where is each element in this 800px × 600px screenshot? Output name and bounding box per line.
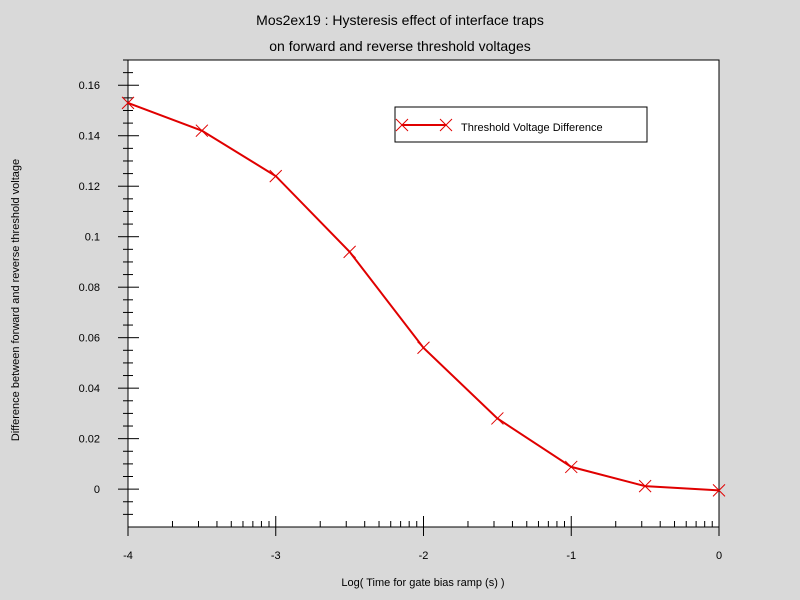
y-axis-label: Difference between forward and reverse t…	[10, 158, 22, 442]
legend-label: Threshold Voltage Difference	[461, 122, 603, 134]
y-tick-label: 0.06	[79, 333, 100, 345]
chart-title: Mos2ex19 : Hysteresis effect of interfac…	[256, 12, 544, 28]
y-axis-ticks: 0 0.02 0.04 0.06 0.08 0.1 0.12 0.14 0.16	[79, 80, 139, 496]
y-minor-ticks	[123, 59, 133, 515]
x-axis-label: Log( Time for gate bias ramp (s) )	[341, 577, 505, 589]
y-tick-label: 0.1	[85, 232, 100, 244]
point-marker-stroke	[195, 124, 209, 138]
y-tick-label: 0.02	[79, 434, 100, 446]
point-marker-stroke	[343, 245, 356, 259]
data-point	[269, 169, 283, 183]
data-point	[417, 341, 430, 355]
y-tick-label: 0.14	[79, 131, 100, 143]
y-tick-label: 0.12	[79, 181, 100, 193]
data-point	[195, 124, 209, 138]
x-axis-ticks: -4 -3 -2 -1 0	[123, 516, 722, 562]
x-tick-label: -3	[271, 550, 281, 562]
point-marker-stroke	[269, 169, 283, 183]
x-tick-label: 0	[716, 550, 722, 562]
y-tick-label: 0.16	[79, 80, 100, 92]
x-tick-label: -4	[123, 550, 133, 562]
legend-marker-x	[395, 118, 453, 132]
series-layer	[121, 96, 726, 497]
point-marker-stroke	[564, 460, 578, 474]
point-marker-stroke	[491, 412, 504, 425]
legend: Threshold Voltage Difference	[394, 106, 648, 143]
x-tick-label: -1	[566, 550, 576, 562]
data-point	[712, 484, 726, 497]
point-marker-stroke	[121, 96, 135, 110]
data-point	[564, 460, 578, 474]
data-point	[343, 245, 356, 259]
x-tick-label: -2	[419, 550, 429, 562]
data-point	[121, 96, 135, 110]
data-point	[638, 479, 652, 493]
point-marker-stroke	[417, 341, 430, 355]
x-minor-ticks	[171, 521, 713, 527]
chart-subtitle: on forward and reverse threshold voltage…	[269, 38, 531, 54]
y-tick-label: 0	[94, 484, 100, 496]
point-marker-stroke	[712, 484, 726, 497]
point-marker-stroke	[638, 479, 652, 493]
y-tick-label: 0.08	[79, 282, 100, 294]
data-point	[491, 412, 504, 425]
y-tick-label: 0.04	[79, 383, 100, 395]
